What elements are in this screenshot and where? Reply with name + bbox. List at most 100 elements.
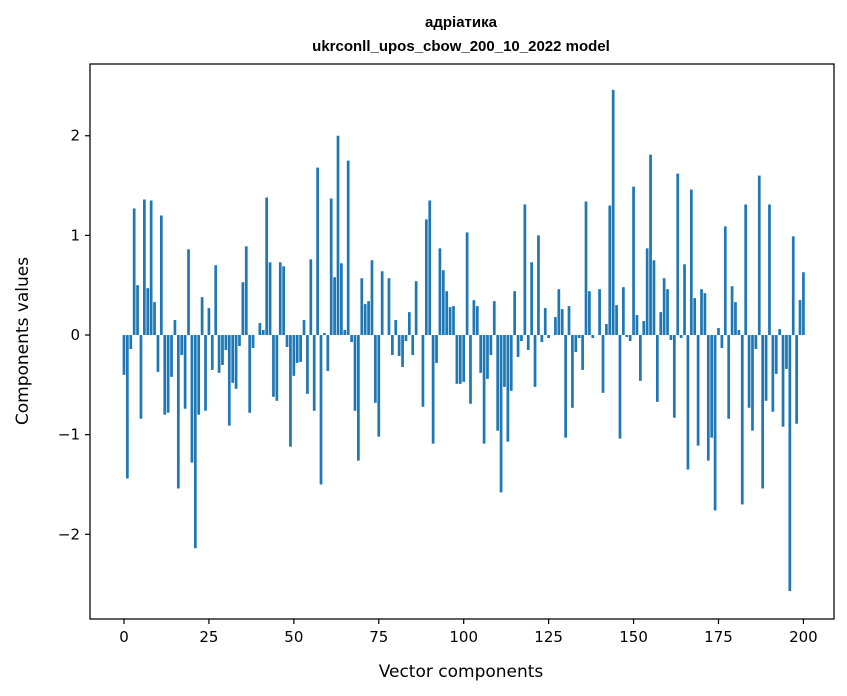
x-tick-label: 175	[704, 628, 733, 646]
bar	[180, 335, 184, 355]
bar	[560, 309, 564, 336]
bar	[309, 259, 313, 336]
bar	[516, 335, 520, 357]
bar	[642, 321, 646, 336]
bar	[761, 335, 765, 489]
bar	[231, 335, 235, 383]
bar	[353, 335, 357, 411]
y-tick-label: −2	[58, 525, 80, 543]
bar	[234, 335, 238, 389]
bar	[717, 328, 720, 336]
bar	[683, 264, 686, 336]
bar	[285, 335, 289, 347]
bar	[312, 335, 316, 411]
bar	[156, 335, 160, 372]
bar	[730, 286, 734, 336]
chart-title-line1: адріатика	[425, 14, 498, 31]
bar	[244, 246, 248, 336]
bar	[343, 330, 347, 336]
bar	[567, 306, 571, 336]
bar	[513, 291, 517, 336]
bar	[584, 201, 588, 336]
y-tick-label: 0	[70, 326, 80, 344]
bar	[193, 335, 197, 549]
bar	[139, 335, 143, 419]
bar	[397, 335, 401, 356]
bar	[289, 335, 292, 447]
bar	[391, 335, 394, 355]
bar	[452, 306, 455, 336]
x-axis-label: Vector components	[379, 662, 544, 682]
bar	[659, 312, 663, 336]
bar	[754, 335, 758, 349]
bar	[706, 335, 710, 461]
bar	[802, 272, 805, 336]
bar	[299, 335, 302, 362]
bar	[404, 335, 408, 341]
bar	[669, 335, 673, 340]
bar	[723, 226, 727, 336]
bar	[591, 335, 595, 339]
bar	[686, 335, 690, 470]
bar	[350, 335, 353, 342]
bar	[530, 262, 533, 336]
bar	[238, 335, 241, 346]
bar	[187, 249, 190, 336]
bar	[774, 335, 778, 374]
bar	[628, 335, 632, 341]
bar	[295, 335, 299, 363]
bar	[577, 335, 581, 339]
bar	[455, 335, 459, 384]
bar	[499, 335, 503, 493]
bar	[302, 320, 306, 336]
x-axis-ticks: 0 25 50 75 100 125 150 175 200	[119, 619, 818, 646]
bar	[333, 277, 336, 336]
bar	[689, 189, 693, 336]
y-axis-label: Components values	[13, 257, 33, 425]
bar	[462, 335, 466, 382]
bar	[435, 335, 438, 363]
bar	[441, 270, 445, 336]
y-axis-ticks: −2 −1 0 1 2	[58, 127, 90, 543]
bar	[713, 335, 717, 511]
bar	[170, 335, 173, 377]
bar	[744, 204, 748, 336]
bar	[176, 335, 180, 489]
bar	[693, 298, 697, 336]
bar	[214, 265, 218, 336]
bar	[428, 200, 432, 336]
bar	[520, 335, 523, 341]
bar	[737, 330, 741, 336]
bar	[533, 335, 537, 387]
bar	[625, 335, 629, 338]
bar	[445, 291, 449, 336]
bar	[326, 335, 330, 371]
bar	[564, 335, 567, 438]
bar	[679, 335, 683, 339]
bar	[469, 335, 472, 404]
bar	[204, 335, 207, 411]
chart-title-line2: ukrconll_upos_cbow_200_10_2022 model	[312, 38, 610, 55]
bar	[672, 335, 676, 418]
y-tick-label: −1	[58, 426, 80, 444]
bar	[421, 335, 425, 407]
bar	[166, 335, 170, 413]
bar	[649, 154, 652, 336]
bar	[122, 335, 126, 375]
bar	[207, 308, 211, 336]
bar	[635, 315, 639, 336]
x-tick-label: 50	[284, 628, 303, 646]
bar	[411, 335, 415, 355]
bar	[401, 335, 404, 367]
bar	[380, 271, 384, 336]
bar	[598, 289, 601, 336]
bar	[611, 89, 615, 336]
bar	[622, 287, 625, 336]
bar	[557, 289, 561, 336]
bar	[149, 200, 153, 336]
bar	[615, 305, 618, 336]
bar	[197, 335, 201, 415]
x-tick-label: 100	[449, 628, 478, 646]
bar	[768, 204, 771, 336]
